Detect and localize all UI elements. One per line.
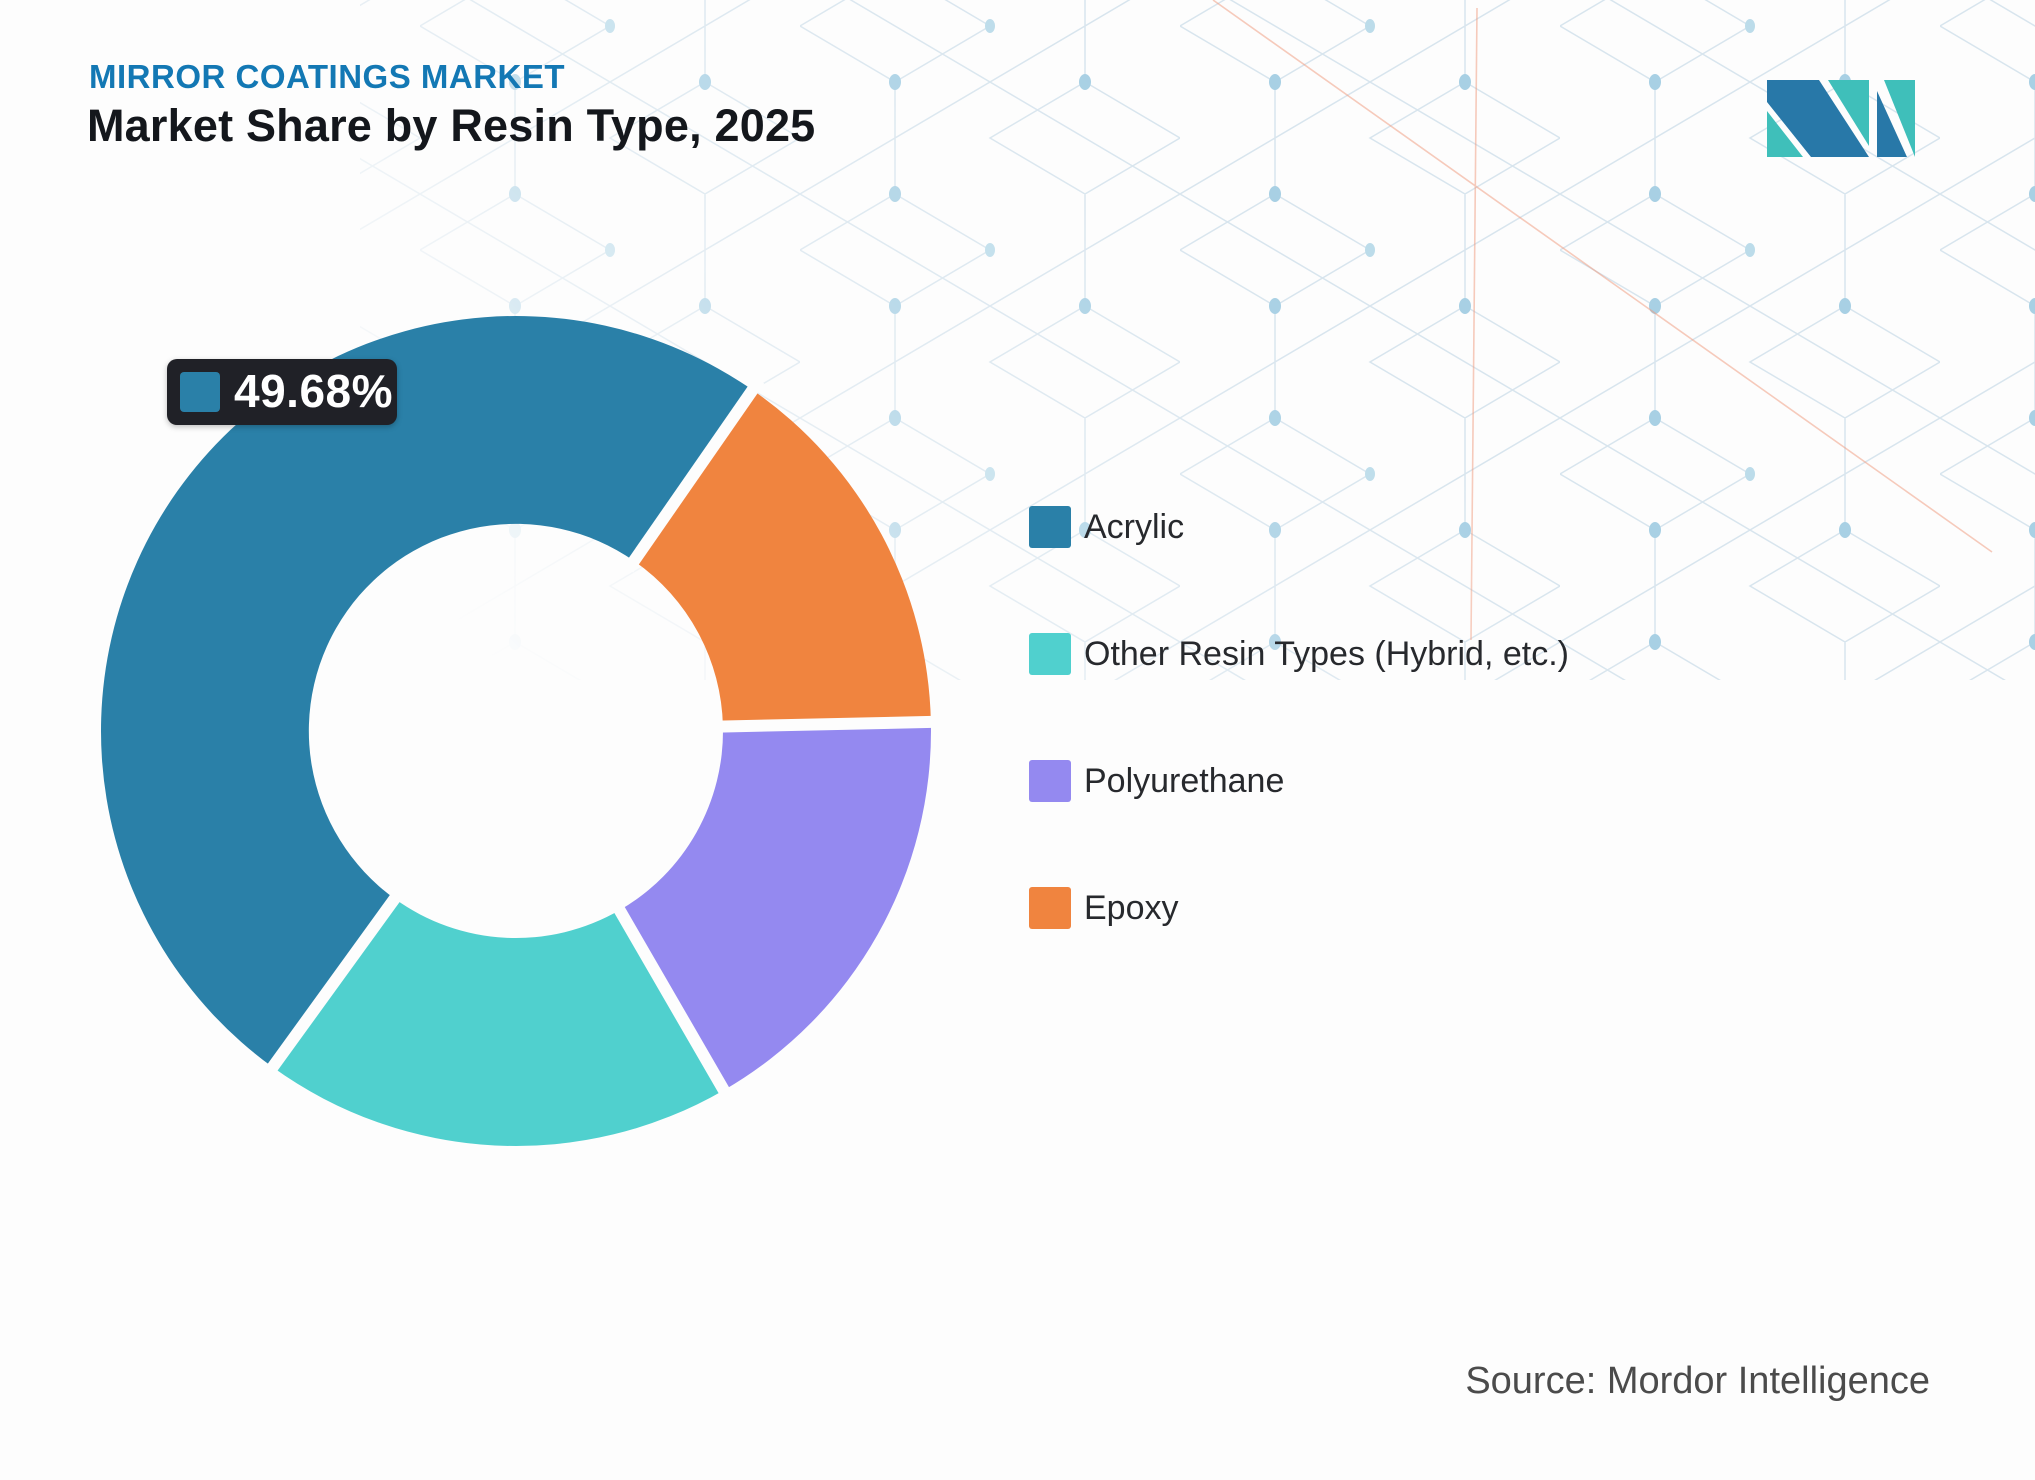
- legend-label: Other Resin Types (Hybrid, etc.): [1084, 635, 1569, 673]
- slice-separator: [260, 887, 406, 1081]
- data-label: 49.68%: [167, 359, 397, 425]
- legend-item-polyurethane[interactable]: Polyurethane: [1029, 760, 1569, 802]
- pie-slice-other-resin-types-hybrid-etc[interactable]: [272, 898, 724, 1146]
- mordor-intelligence-logo-icon: [1767, 80, 1915, 157]
- source-note: Source: Mordor Intelligence: [1465, 1360, 1930, 1402]
- legend-label: Acrylic: [1084, 508, 1185, 546]
- report-name: MIRROR COATINGS MARKET: [89, 58, 566, 95]
- legend-item-other-resin-types[interactable]: Other Resin Types (Hybrid, etc.): [1029, 633, 1569, 675]
- page-title: Market Share by Resin Type, 2025: [87, 100, 816, 151]
- pie-slice-acrylic[interactable]: [101, 315, 753, 1068]
- data-label-value: 49.68%: [234, 365, 394, 417]
- legend-item-acrylic[interactable]: Acrylic: [1029, 506, 1569, 548]
- pie-slice-epoxy[interactable]: [633, 390, 931, 727]
- legend-swatch-icon: [1029, 887, 1071, 929]
- pie-slice-polyurethane[interactable]: [619, 721, 931, 1091]
- legend-item-epoxy[interactable]: Epoxy: [1029, 887, 1569, 929]
- slice-separator: [609, 898, 736, 1104]
- legend-label: Polyurethane: [1084, 762, 1285, 800]
- legend-swatch-icon: [1029, 633, 1071, 675]
- slice-separator: [623, 376, 765, 573]
- legend-swatch-icon: [1029, 506, 1071, 548]
- chart-legend: Acrylic Other Resin Types (Hybrid, etc.)…: [1029, 506, 1569, 929]
- legend-swatch-icon: [1029, 760, 1071, 802]
- legend-label: Epoxy: [1084, 889, 1179, 927]
- slice-separator: [712, 715, 944, 733]
- data-label-swatch: [180, 372, 220, 412]
